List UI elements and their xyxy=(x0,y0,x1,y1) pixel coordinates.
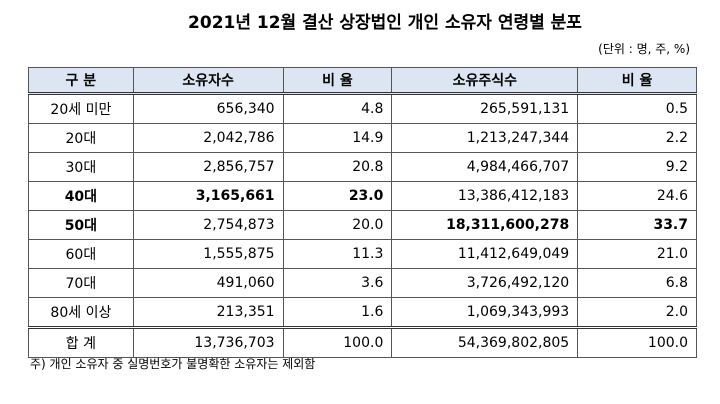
table-cell: 70대 xyxy=(28,268,134,298)
table-row: 합 계 13,736,703 100.0 54,369,802,805 100.0 xyxy=(28,326,697,358)
table-cell: 2,042,786 xyxy=(132,123,284,153)
table-cell: 2,754,873 xyxy=(132,210,284,240)
table-cell: 23.0 xyxy=(282,181,393,211)
table-row: 60대 1,555,875 11.3 11,412,649,049 21.0 xyxy=(28,239,697,269)
table-row: 70대 491,060 3.6 3,726,492,120 6.8 xyxy=(28,268,697,298)
table-cell: 4,984,466,707 xyxy=(391,152,579,182)
table-cell: 1.6 xyxy=(282,297,393,328)
table-cell: 0.5 xyxy=(577,93,697,124)
table-cell: 21.0 xyxy=(577,239,697,269)
table-cell: 6.8 xyxy=(577,268,697,298)
table-cell: 4.8 xyxy=(282,93,393,124)
column-header: 비 율 xyxy=(282,67,393,95)
table-cell: 18,311,600,278 xyxy=(391,210,579,240)
table-cell: 54,369,802,805 xyxy=(391,326,579,358)
table-cell: 2.0 xyxy=(577,297,697,328)
table-cell: 213,351 xyxy=(132,297,284,328)
table-cell: 20.8 xyxy=(282,152,393,182)
table-cell: 3.6 xyxy=(282,268,393,298)
table-cell: 2.2 xyxy=(577,123,697,153)
table-cell: 3,165,661 xyxy=(132,181,284,211)
table-cell: 20.0 xyxy=(282,210,393,240)
table-row: 20세 미만 656,340 4.8 265,591,131 0.5 xyxy=(28,93,697,124)
table-row: 30대 2,856,757 20.8 4,984,466,707 9.2 xyxy=(28,152,697,182)
table-cell: 13,736,703 xyxy=(132,326,284,358)
table-cell: 20대 xyxy=(28,123,134,153)
footnote: 주) 개인 소유자 중 실명번호가 불명확한 소유자는 제외함 xyxy=(30,357,316,371)
table-cell: 11.3 xyxy=(282,239,393,269)
table-cell: 14.9 xyxy=(282,123,393,153)
table-cell: 1,555,875 xyxy=(132,239,284,269)
table-cell: 491,060 xyxy=(132,268,284,298)
table-cell: 20세 미만 xyxy=(28,93,134,124)
column-header: 비 율 xyxy=(577,67,697,95)
table-cell: 60대 xyxy=(28,239,134,269)
table-cell: 1,213,247,344 xyxy=(391,123,579,153)
table-cell: 80세 이상 xyxy=(28,297,134,328)
data-table: 구 분 소유자수 비 율 소유주식수 비 율 20세 미만 656,340 4.8 265,5… xyxy=(28,67,697,358)
table-cell: 합 계 xyxy=(28,326,134,358)
table-row: 80세 이상 213,351 1.6 1,069,343,993 2.0 xyxy=(28,297,697,328)
header-row: 구 분 소유자수 비 율 소유주식수 비 율 xyxy=(28,67,697,95)
table-cell: 656,340 xyxy=(132,93,284,124)
table-cell: 50대 xyxy=(28,210,134,240)
table-cell: 33.7 xyxy=(577,210,697,240)
table-row: 40대 3,165,661 23.0 13,386,412,183 24.6 xyxy=(28,181,697,211)
table-row: 50대 2,754,873 20.0 18,311,600,278 33.7 xyxy=(28,210,697,240)
column-header: 소유주식수 xyxy=(391,67,579,95)
table-cell: 2,856,757 xyxy=(132,152,284,182)
table-row: 20대 2,042,786 14.9 1,213,247,344 2.2 xyxy=(28,123,697,153)
table-cell: 100.0 xyxy=(282,326,393,358)
table-cell: 40대 xyxy=(28,181,134,211)
column-header: 소유자수 xyxy=(132,67,284,95)
table-cell: 1,069,343,993 xyxy=(391,297,579,328)
table-cell: 265,591,131 xyxy=(391,93,579,124)
table-cell: 11,412,649,049 xyxy=(391,239,579,269)
table-cell: 100.0 xyxy=(577,326,697,358)
table-cell: 24.6 xyxy=(577,181,697,211)
unit-note: (단위 : 명, 주, %) xyxy=(598,42,690,56)
table-cell: 13,386,412,183 xyxy=(391,181,579,211)
column-header: 구 분 xyxy=(28,67,134,95)
title: 2021년 12월 결산 상장법인 개인 소유자 연령별 분포 xyxy=(188,13,582,33)
table-cell: 30대 xyxy=(28,152,134,182)
table-cell: 9.2 xyxy=(577,152,697,182)
table-cell: 3,726,492,120 xyxy=(391,268,579,298)
